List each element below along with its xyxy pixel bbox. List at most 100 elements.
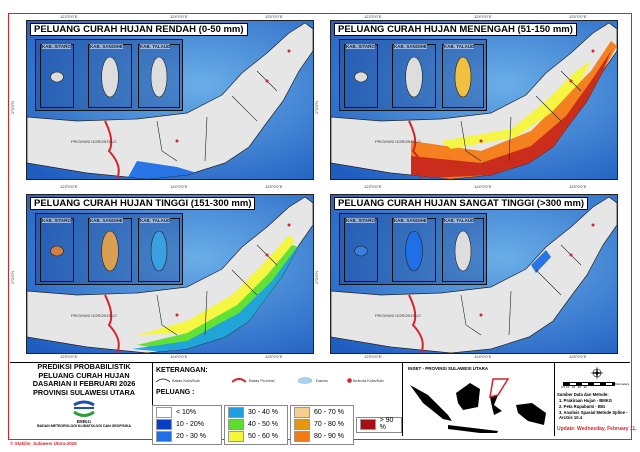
island-shape [405,230,423,272]
inset-label: KAB. SITARO [346,218,375,223]
longitude-label: 125°0'0"E [265,184,283,189]
legend-class: 70 - 80 % [291,418,353,430]
inset-sitaro: KAB. SITARO [344,44,378,108]
legend-class-label: < 10% [176,408,197,416]
legend-item-province-boundary: Batas Provinsi [249,378,275,383]
inset-talaud: KAB. TALAUD [442,218,484,282]
district-boundary-icon [156,378,170,383]
latitude-label: 1°0'0"N [314,270,320,285]
inset-label: KAB. TALAUD [444,218,475,223]
legend-class: 60 - 70 % [291,406,353,418]
island-shape [50,71,64,83]
color-swatch [294,430,310,442]
source-item: 3. Analisis Spasial Metode Spline - ArcG… [559,410,628,420]
inset-talaud: KAB. TALAUD [442,44,484,108]
inset-label: KAB. SANGIHE [394,218,427,223]
legend-class-group: 30 - 40 % 40 - 50 % 50 - 60 % [224,405,288,445]
longitude-label: 124°0'0"E [170,184,188,189]
legend-heading: KETERANGAN: [156,367,208,374]
map-panel: KAB. SITARO KAB. SANGIHE KAB. TALAUD PELUA… [26,20,314,180]
longitude-label: 125°0'0"E [569,14,587,19]
legend-class-label: 20 - 30 % [176,432,206,440]
map-panel: KAB. SITARO KAB. SANGIHE KAB. TALAUD PELUA… [330,20,618,180]
island-shape [150,56,168,98]
legend: KETERANGAN: Batas Kota/Kab Batas Provins… [152,363,403,445]
title-block: PREDIKSI PROBABILISTIK PELUANG CURAH HUJ… [16,362,153,436]
legend-class-label: 70 - 80 % [314,420,344,428]
color-swatch [360,418,376,430]
source-item: 2. Peta Rupabumi - BIG [559,404,606,409]
inset-label: KAB. TALAUD [140,44,171,49]
source-item: 1. Prakiraan Hujan - BMKG [559,398,613,403]
scale-bar [563,382,615,386]
island-shape [454,56,472,98]
source-block: 0 5 10 20 30 40 Kilometers Sumber Data d… [555,363,640,436]
latitude-label: 1°0'0"N [314,100,320,115]
legend-class: > 90 % [357,417,401,431]
capital-dot-icon [347,378,352,383]
color-swatch [294,406,310,418]
inset-label: KAB. SITARO [346,44,375,49]
color-swatch [156,430,172,442]
longitude-label: 123°0'0"E [364,184,382,189]
inset-indonesia: INSET - PROVINSI SULAWESI UTARA [404,363,555,436]
color-swatch [156,418,172,430]
legend-area: PREDIKSI PROBABILISTIK PELUANG CURAH HUJ… [10,362,637,445]
longitude-label: 125°0'0"E [569,184,587,189]
agency-name: BADAN METEOROLOGI KLIMATOLOGI DAN GEOFIS… [37,423,131,428]
province-label: PROVINSI GORONTALO [71,139,117,144]
longitude-label: 125°0'0"E [265,354,283,359]
legend-class: 20 - 30 % [153,430,221,442]
copyright: © Staklim_Sulawesi Utara-2026 [10,441,77,446]
latitude-label: 1°0'0"N [10,100,16,115]
legend-class-label: 60 - 70 % [314,408,344,416]
title-line: PREDIKSI PROBABILISTIK [37,362,131,371]
inset-label: KAB. SITARO [42,218,71,223]
longitude-label: 123°0'0"E [364,354,382,359]
inset-label: KAB. TALAUD [140,218,171,223]
inset-label: KAB. SANGIHE [394,44,427,49]
sources-heading: Sumber Data dan Metode: [557,392,609,397]
longitude-label: 124°0'0"E [474,184,492,189]
longitude-label: 124°0'0"E [170,14,188,19]
update-date: Update: Wednesday, February 11, [557,426,637,432]
longitude-label: 123°0'0"E [60,14,78,19]
island-shape [354,71,368,83]
inset-label: KAB. TALAUD [444,44,475,49]
scale-unit: Kilometers [615,382,630,386]
color-swatch [294,418,310,430]
panel-title: PELUANG CURAH HUJAN MENENGAH (51-150 mm) [334,23,577,36]
island-shape [454,230,472,272]
legend-class: < 10% [153,406,221,418]
map-graphic [331,195,617,353]
islands-inset: KAB. SITARO KAB. SANGIHE KAB. TALAUD [339,39,487,111]
inset-sitaro: KAB. SITARO [344,218,378,282]
color-swatch [228,406,244,418]
scale-ticks: 0 5 10 20 30 40 [561,385,587,389]
legend-class-label: 30 - 40 % [248,408,278,416]
panel-title: PELUANG CURAH HUJAN TINGGI (151-300 mm) [30,197,256,210]
indonesia-map [410,378,546,433]
longitude-label: 124°0'0"E [474,354,492,359]
legend-class-label: 50 - 60 % [248,432,278,440]
island-shape [101,56,119,98]
legend-item-lake: Danau [316,378,328,383]
island-shape [50,245,64,257]
inset-title: INSET - PROVINSI SULAWESI UTARA [408,366,489,371]
inset-label: KAB. SANGIHE [90,44,123,49]
legend-item-capital: Ibukota Kota/Kab [353,378,384,383]
longitude-label: 125°0'0"E [265,14,283,19]
latitude-label: 1°0'0"N [10,270,16,285]
title-line: PELUANG CURAH HUJAN [38,370,130,380]
island-shape [150,230,168,272]
islands-inset: KAB. SITARO KAB. SANGIHE KAB. TALAUD [35,39,183,111]
longitude-label: 123°0'0"E [60,184,78,189]
legend-class: 10 - 20% [153,418,221,430]
bmkg-logo-text: BMKG [76,418,92,424]
inset-sangihe: KAB. SANGIHE [392,44,436,108]
longitude-label: 125°0'0"E [569,354,587,359]
legend-class-group: < 10% 10 - 20% 20 - 30 % [152,405,222,445]
legend-class-group: 60 - 70 % 70 - 80 % 80 - 90 % [290,405,354,445]
map-panel: KAB. SITARO KAB. SANGIHE KAB. TALAUD PELUA… [330,194,618,354]
